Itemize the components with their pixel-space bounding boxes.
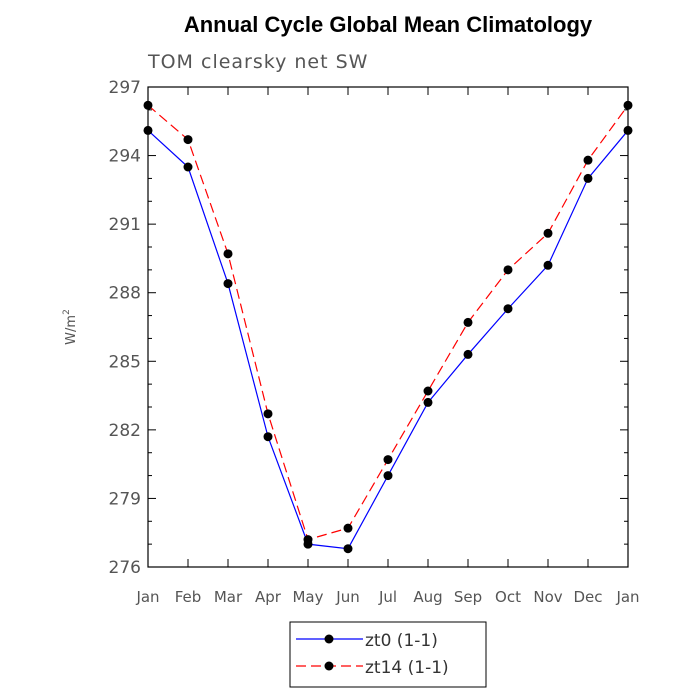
series-line xyxy=(147,129,629,550)
x-tick-label: Jan xyxy=(135,588,159,606)
legend-entry-2: zt14 (1-1) xyxy=(296,658,449,678)
x-tick-label: Dec xyxy=(573,588,602,606)
y-tick-label: 276 xyxy=(109,558,141,578)
y-tick-label: 279 xyxy=(109,489,141,509)
legend-box xyxy=(289,621,487,688)
x-tick-label: Apr xyxy=(255,588,282,606)
x-tick-label: May xyxy=(292,588,323,606)
data-point xyxy=(183,162,193,172)
data-point xyxy=(463,317,473,327)
y-axis-label-main: W/m xyxy=(64,315,79,345)
plot-frame xyxy=(147,86,629,568)
y-tick-label: 291 xyxy=(109,215,141,235)
data-point xyxy=(223,249,233,259)
x-tick-label: Mar xyxy=(214,588,243,606)
data-point xyxy=(543,228,553,238)
data-point xyxy=(623,100,633,110)
legend-entry-1: zt0 (1-1) xyxy=(296,631,438,651)
x-tick-label: Feb xyxy=(175,588,202,606)
data-point xyxy=(423,386,433,396)
chart-subtitle: TOM clearsky net SW xyxy=(147,51,368,73)
legend-label: zt14 (1-1) xyxy=(365,658,449,678)
y-tick-label: 285 xyxy=(109,352,141,372)
x-tick-label: Sep xyxy=(454,588,482,606)
series-layer xyxy=(143,100,633,554)
x-tick-label: Jun xyxy=(335,588,359,606)
data-point xyxy=(263,409,273,419)
data-point xyxy=(143,125,153,135)
x-axis: Jan Feb Mar Apr May Jun Jul Aug Sep Oct Nov Dec Jan xyxy=(135,87,640,606)
y-tick-label: 288 xyxy=(109,284,141,304)
data-point xyxy=(383,471,393,481)
y-tick-label: 282 xyxy=(109,421,141,441)
data-point xyxy=(623,125,633,135)
data-point xyxy=(503,304,513,314)
chart-title: Annual Cycle Global Mean Climatology xyxy=(184,12,593,37)
x-tick-label: Jan xyxy=(615,588,639,606)
data-point xyxy=(503,265,513,275)
data-point xyxy=(543,260,553,270)
data-point xyxy=(423,397,433,407)
data-point xyxy=(383,455,393,465)
data-point xyxy=(463,349,473,359)
legend-marker xyxy=(324,634,334,644)
y-tick-label: 294 xyxy=(109,147,141,167)
data-point xyxy=(583,173,593,183)
x-tick-label: Jul xyxy=(378,588,397,606)
legend-marker xyxy=(324,661,334,671)
y-axis-label: W/m2 xyxy=(62,309,79,345)
series-2 xyxy=(143,100,633,545)
plot-area xyxy=(147,86,629,568)
data-point xyxy=(143,100,153,110)
data-point xyxy=(263,432,273,442)
x-tick-label: Oct xyxy=(495,588,521,606)
legend: zt0 (1-1) zt14 (1-1) xyxy=(289,621,487,688)
series-1 xyxy=(143,125,633,554)
y-tick-label: 297 xyxy=(109,78,141,98)
data-point xyxy=(183,135,193,145)
x-tick-label: Aug xyxy=(413,588,442,606)
x-tick-label: Nov xyxy=(533,588,562,606)
data-point xyxy=(303,535,313,545)
y-axis-label-superscript: 2 xyxy=(62,309,72,315)
data-point xyxy=(583,155,593,165)
y-axis: 276 279 282 285 288 291 294 297 xyxy=(109,78,628,578)
legend-label: zt0 (1-1) xyxy=(365,631,438,651)
data-point xyxy=(343,544,353,554)
data-point xyxy=(343,523,353,533)
data-point xyxy=(223,279,233,289)
